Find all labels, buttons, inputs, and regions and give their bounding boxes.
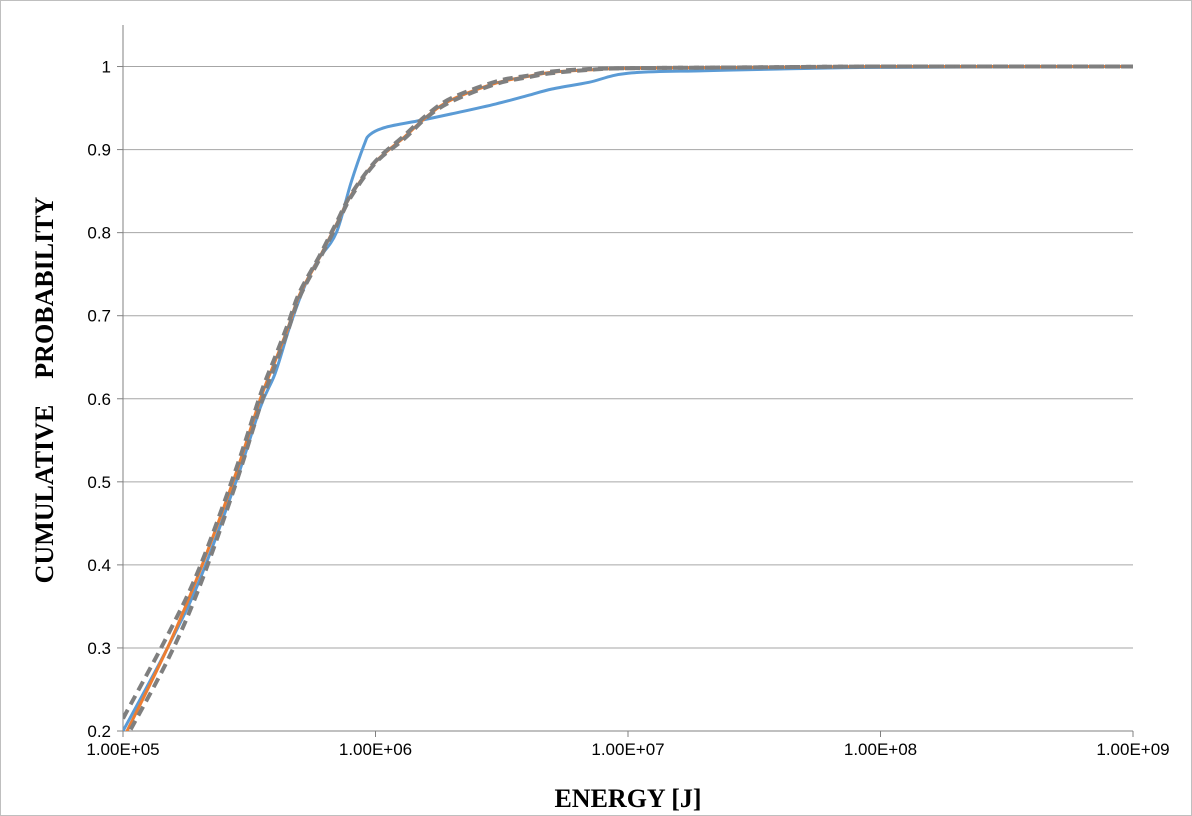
y-tick-label: 0.5 — [87, 473, 111, 492]
series-lines — [123, 64, 1133, 731]
x-tick-label: 1.00E+09 — [1096, 740, 1169, 759]
x-tick-label: 1.00E+08 — [844, 740, 917, 759]
x-tick-labels: 1.00E+05 1.00E+06 1.00E+07 1.00E+08 1.00E+09 — [86, 740, 1169, 759]
y-tick-label: 0.8 — [87, 224, 111, 243]
series-line-4 — [127, 64, 1133, 731]
gridlines — [117, 66, 1134, 737]
y-tick-label: 0.9 — [87, 141, 111, 160]
y-tick-label: 0.4 — [87, 556, 111, 575]
x-tick-label: 1.00E+07 — [591, 740, 664, 759]
y-axis-title: CUMULATIVE PROBABILITY — [30, 196, 59, 583]
y-tick-label: 1 — [102, 58, 111, 77]
y-tick-label: 0.6 — [87, 390, 111, 409]
y-tick-labels: 0.2 0.3 0.4 0.5 0.6 0.7 0.8 0.9 1 — [87, 58, 111, 741]
axes — [122, 25, 1133, 732]
x-tick-label: 1.00E+06 — [339, 740, 412, 759]
series-line-3 — [123, 64, 1133, 720]
x-tick-label: 1.00E+05 — [86, 740, 159, 759]
series-line-2 — [125, 64, 1133, 731]
y-tick-label: 0.3 — [87, 639, 111, 658]
y-tick-label: 0.7 — [87, 307, 111, 326]
x-axis-title: ENERGY [J] — [554, 784, 701, 813]
y-tick-label: 0.2 — [87, 722, 111, 741]
